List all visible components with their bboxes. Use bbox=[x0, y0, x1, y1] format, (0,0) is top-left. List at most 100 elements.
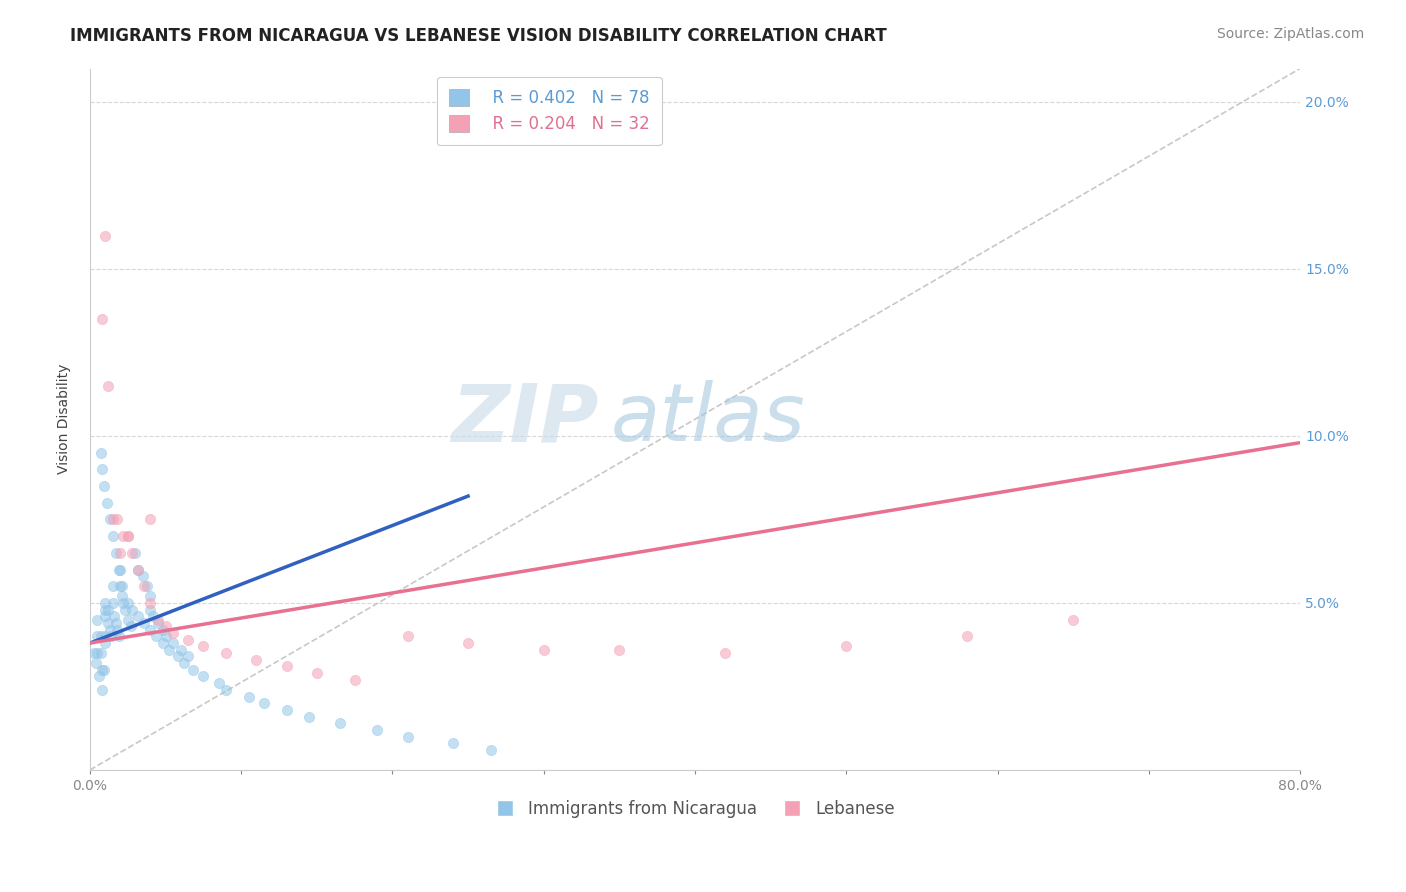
Point bbox=[366, 723, 388, 737]
Point bbox=[84, 656, 107, 670]
Point bbox=[152, 636, 174, 650]
Point bbox=[139, 596, 162, 610]
Point bbox=[83, 646, 105, 660]
Point bbox=[132, 569, 155, 583]
Point bbox=[173, 656, 195, 670]
Point bbox=[245, 653, 267, 667]
Point bbox=[112, 596, 135, 610]
Point bbox=[93, 663, 115, 677]
Point bbox=[139, 589, 162, 603]
Point bbox=[396, 730, 419, 744]
Point bbox=[101, 579, 124, 593]
Point bbox=[714, 646, 737, 660]
Point bbox=[86, 646, 108, 660]
Point bbox=[87, 669, 110, 683]
Point bbox=[457, 636, 479, 650]
Text: ZIP: ZIP bbox=[451, 380, 598, 458]
Point bbox=[145, 629, 167, 643]
Point bbox=[166, 649, 188, 664]
Point bbox=[105, 623, 128, 637]
Point bbox=[162, 626, 184, 640]
Point bbox=[100, 629, 122, 643]
Point bbox=[96, 496, 118, 510]
Point bbox=[207, 676, 229, 690]
Point bbox=[108, 563, 131, 577]
Point bbox=[134, 579, 156, 593]
Legend: Immigrants from Nicaragua, Lebanese: Immigrants from Nicaragua, Lebanese bbox=[488, 794, 901, 825]
Point bbox=[121, 602, 143, 616]
Point bbox=[91, 462, 114, 476]
Point bbox=[134, 615, 156, 630]
Point bbox=[101, 512, 124, 526]
Point bbox=[108, 546, 131, 560]
Point bbox=[89, 646, 111, 660]
Point bbox=[104, 546, 127, 560]
Point bbox=[139, 512, 162, 526]
Point bbox=[155, 629, 177, 643]
Point bbox=[117, 613, 139, 627]
Point bbox=[117, 529, 139, 543]
Point bbox=[94, 636, 117, 650]
Point bbox=[86, 613, 108, 627]
Point bbox=[157, 642, 180, 657]
Point bbox=[177, 632, 200, 647]
Point bbox=[117, 529, 139, 543]
Point bbox=[127, 563, 149, 577]
Point bbox=[146, 615, 169, 630]
Point bbox=[136, 579, 159, 593]
Point bbox=[105, 512, 128, 526]
Point bbox=[91, 663, 114, 677]
Point bbox=[97, 615, 120, 630]
Point bbox=[121, 546, 143, 560]
Point bbox=[253, 696, 276, 710]
Point bbox=[533, 642, 555, 657]
Point bbox=[89, 445, 111, 459]
Point bbox=[104, 615, 127, 630]
Point bbox=[298, 709, 321, 723]
Point bbox=[97, 379, 120, 393]
Point bbox=[1062, 613, 1084, 627]
Text: Source: ZipAtlas.com: Source: ZipAtlas.com bbox=[1216, 27, 1364, 41]
Point bbox=[91, 682, 114, 697]
Point bbox=[441, 736, 464, 750]
Point bbox=[139, 602, 162, 616]
Y-axis label: Vision Disability: Vision Disability bbox=[58, 364, 72, 475]
Point bbox=[103, 609, 125, 624]
Point bbox=[139, 623, 162, 637]
Point bbox=[181, 663, 204, 677]
Point bbox=[170, 642, 193, 657]
Point bbox=[107, 563, 129, 577]
Point bbox=[107, 629, 129, 643]
Point bbox=[276, 659, 298, 673]
Point bbox=[152, 623, 174, 637]
Text: atlas: atlas bbox=[610, 380, 806, 458]
Point bbox=[142, 609, 165, 624]
Point bbox=[93, 479, 115, 493]
Point bbox=[112, 529, 135, 543]
Point bbox=[193, 669, 215, 683]
Point bbox=[94, 596, 117, 610]
Point bbox=[111, 589, 134, 603]
Point bbox=[238, 690, 260, 704]
Point bbox=[111, 579, 134, 593]
Point bbox=[127, 609, 149, 624]
Point bbox=[328, 716, 350, 731]
Point bbox=[215, 682, 238, 697]
Point bbox=[193, 640, 215, 654]
Text: IMMIGRANTS FROM NICARAGUA VS LEBANESE VISION DISABILITY CORRELATION CHART: IMMIGRANTS FROM NICARAGUA VS LEBANESE VI… bbox=[70, 27, 887, 45]
Point bbox=[94, 609, 117, 624]
Point bbox=[343, 673, 366, 687]
Point bbox=[101, 596, 124, 610]
Point bbox=[835, 640, 858, 654]
Point bbox=[276, 703, 298, 717]
Point bbox=[305, 666, 328, 681]
Point bbox=[155, 619, 177, 633]
Point bbox=[215, 646, 238, 660]
Point bbox=[98, 623, 121, 637]
Point bbox=[94, 602, 117, 616]
Point bbox=[609, 642, 631, 657]
Point bbox=[396, 629, 419, 643]
Point bbox=[479, 743, 502, 757]
Point bbox=[101, 529, 124, 543]
Point bbox=[162, 636, 184, 650]
